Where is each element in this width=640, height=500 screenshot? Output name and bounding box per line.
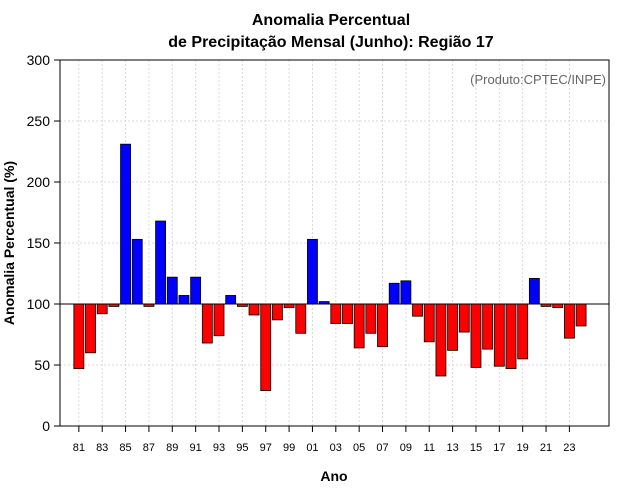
y-tick-label: 300 xyxy=(27,52,51,68)
x-tick-label: 23 xyxy=(563,442,575,454)
x-tick-label: 97 xyxy=(260,442,272,454)
bars xyxy=(73,143,587,392)
bar-2011 xyxy=(423,303,435,343)
x-tick-label: 01 xyxy=(306,442,318,454)
plot-frame xyxy=(59,59,610,427)
x-tick-label: 09 xyxy=(400,442,412,454)
x-tick-label: 15 xyxy=(470,442,482,454)
bar-1985 xyxy=(120,143,131,305)
y-axis: 0 50 100 150 200 250 300 xyxy=(27,52,60,434)
bar-2022 xyxy=(552,303,564,309)
x-tick-label: 89 xyxy=(166,442,178,454)
y-tick-label: 50 xyxy=(34,357,50,373)
bar-2013 xyxy=(447,303,459,351)
y-tick-label: 0 xyxy=(42,418,50,434)
bar-1991 xyxy=(190,276,202,305)
x-axis: 81 83 85 87 89 91 93 95 97 99 01 03 05 07 09 11 13 15 17 19… xyxy=(73,426,576,454)
x-tick-label: 19 xyxy=(517,442,529,454)
bar-1988 xyxy=(155,220,167,305)
y-tick-label: 200 xyxy=(27,174,51,190)
bar-2012 xyxy=(435,303,447,377)
bar-1981 xyxy=(73,303,85,370)
bar-2016 xyxy=(482,303,494,350)
bar-2017 xyxy=(493,303,505,367)
bar-2005 xyxy=(353,303,365,349)
bar-2001 xyxy=(307,238,318,305)
bar-1999 xyxy=(283,303,295,309)
bar-1990 xyxy=(178,295,190,305)
bar-1998 xyxy=(271,303,283,321)
x-tick-label: 17 xyxy=(493,442,505,454)
bar-2020 xyxy=(528,277,540,305)
credit-text: (Produto:CPTEC/INPE) xyxy=(470,72,606,87)
x-tick-label: 99 xyxy=(283,442,295,454)
bar-1992 xyxy=(201,303,213,344)
bar-2019 xyxy=(517,303,529,360)
bar-1983 xyxy=(96,303,108,315)
bar-2004 xyxy=(342,303,353,324)
bar-2000 xyxy=(295,303,307,334)
x-tick-label: 83 xyxy=(96,442,108,454)
y-tick-label: 150 xyxy=(27,235,51,251)
bar-2006 xyxy=(365,303,377,334)
bar-1996 xyxy=(248,303,260,316)
x-tick-label: 81 xyxy=(73,442,85,454)
y-tick-label: 100 xyxy=(27,296,51,312)
bar-1993 xyxy=(213,303,225,337)
chart-title-line1: Anomalia Percentual xyxy=(252,12,410,29)
x-tick-label: 85 xyxy=(119,442,131,454)
bar-2018 xyxy=(505,303,517,370)
bar-2015 xyxy=(470,303,482,368)
bar-1994 xyxy=(225,295,237,305)
x-axis-label: Ano xyxy=(320,468,347,484)
bar-2008 xyxy=(388,282,400,305)
x-tick-label: 11 xyxy=(424,442,435,454)
x-tick-label: 05 xyxy=(353,442,365,454)
bar-2014 xyxy=(458,303,470,333)
bar-1997 xyxy=(260,303,272,392)
x-tick-label: 87 xyxy=(143,442,155,454)
x-tick-label: 91 xyxy=(190,442,202,454)
bar-2010 xyxy=(412,303,423,317)
x-tick-label: 07 xyxy=(376,442,388,454)
x-tick-label: 03 xyxy=(330,442,342,454)
bar-2024 xyxy=(575,303,587,327)
x-tick-label: 21 xyxy=(540,442,552,454)
bar-1982 xyxy=(85,303,96,354)
bar-2007 xyxy=(377,303,388,348)
bar-2003 xyxy=(330,303,342,324)
y-axis-label: Anomalia Percentual (%) xyxy=(1,161,17,325)
x-tick-label: 95 xyxy=(236,442,248,454)
bar-1986 xyxy=(131,238,143,305)
x-tick-label: 13 xyxy=(446,442,458,454)
y-tick-label: 250 xyxy=(27,113,51,129)
bar-2009 xyxy=(400,280,412,305)
bar-2023 xyxy=(564,303,575,339)
bar-1989 xyxy=(166,276,178,305)
chart-title-line2: de Precipitação Mensal (Junho): Região 1… xyxy=(168,34,494,51)
x-tick-label: 93 xyxy=(213,442,225,454)
